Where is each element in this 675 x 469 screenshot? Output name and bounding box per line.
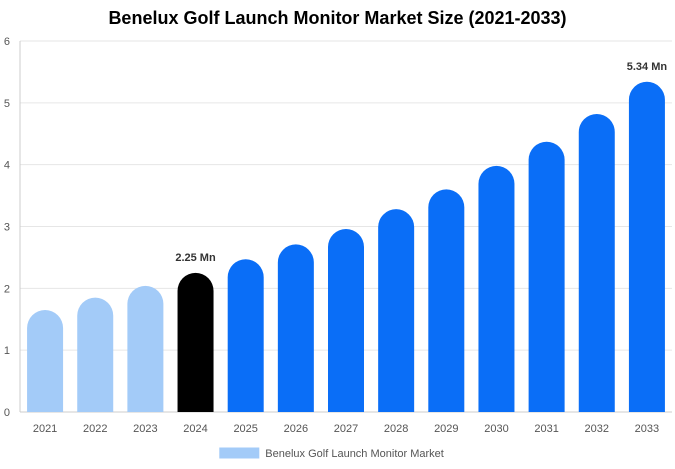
bar-2025: [227, 259, 264, 412]
bar-2022: [77, 297, 114, 412]
x-tick-label-2032: 2032: [585, 423, 609, 435]
x-tick-label-2024: 2024: [183, 423, 207, 435]
bar-2032: [578, 113, 615, 413]
bar-2028: [378, 209, 415, 412]
x-tick-label-2028: 2028: [384, 423, 408, 435]
bar-2030: [478, 165, 515, 412]
bar-2027: [328, 228, 365, 412]
x-tick-label-2023: 2023: [133, 423, 157, 435]
data-label-2033: 5.34 Mn: [627, 61, 668, 73]
y-tick-label-4: 4: [4, 160, 10, 172]
bar-2023: [127, 285, 164, 412]
x-tick-label-2026: 2026: [284, 423, 308, 435]
bar-2029: [428, 189, 465, 412]
y-tick-label-0: 0: [4, 407, 10, 419]
bar-2024: [177, 272, 214, 412]
y-tick-label-5: 5: [4, 98, 10, 110]
bar-2026: [277, 244, 314, 412]
bar-2033: [628, 81, 665, 412]
x-tick-label-2022: 2022: [83, 423, 107, 435]
x-tick-label-2029: 2029: [434, 423, 458, 435]
bar-2021: [27, 309, 64, 412]
x-tick-label-2031: 2031: [534, 423, 558, 435]
x-tick-label-2033: 2033: [635, 423, 659, 435]
y-tick-label-2: 2: [4, 283, 10, 295]
legend-swatch: [219, 447, 260, 459]
legend-label: Benelux Golf Launch Monitor Market: [265, 448, 444, 460]
data-label-2024: 2.25 Mn: [175, 252, 216, 264]
x-tick-label-2030: 2030: [484, 423, 508, 435]
y-tick-label-6: 6: [4, 36, 10, 48]
x-tick-label-2027: 2027: [334, 423, 358, 435]
x-tick-label-2021: 2021: [33, 423, 57, 435]
y-tick-label-1: 1: [4, 345, 10, 357]
y-tick-label-3: 3: [4, 222, 10, 234]
chart-title: Benelux Golf Launch Monitor Market Size …: [108, 8, 567, 28]
bar-2031: [528, 141, 565, 412]
x-tick-label-2025: 2025: [233, 423, 257, 435]
